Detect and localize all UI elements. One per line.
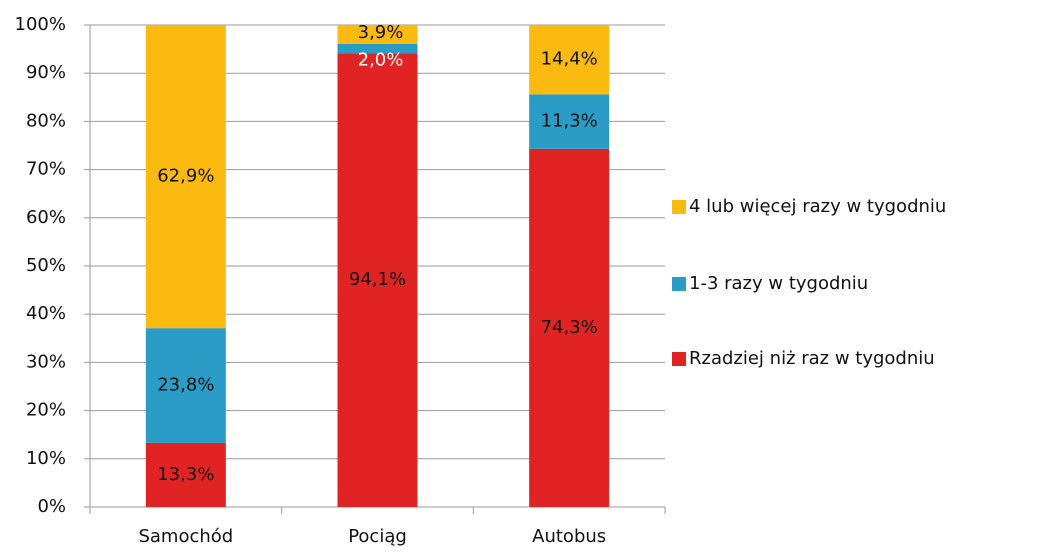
y-tick-label: 10% [26, 448, 66, 469]
y-tick-label: 40% [26, 303, 66, 324]
y-tick-label: 70% [26, 159, 66, 180]
legend-label: Rzadziej niż raz w tygodniu [689, 348, 935, 369]
y-tick-label: 0% [37, 496, 66, 517]
y-tick-label: 20% [26, 400, 66, 421]
legend-label: 1-3 razy w tygodniu [689, 273, 868, 294]
x-tick-label: Autobus [532, 526, 606, 547]
y-tick-label: 30% [26, 351, 66, 372]
bar-segment [337, 53, 418, 508]
bar-segment [337, 25, 418, 44]
y-tick-label: 90% [26, 62, 66, 83]
bar-segment [145, 328, 226, 443]
value-label: 23,8% [157, 375, 214, 396]
bar-segment [145, 25, 226, 329]
bar-segment [529, 148, 610, 507]
legend-marker [672, 200, 686, 214]
bar-segment [529, 94, 610, 149]
x-tick-label: Samochód [138, 526, 233, 547]
value-label: 3,9% [358, 22, 404, 43]
value-label: 13,3% [157, 464, 214, 485]
legend-label: 4 lub więcej razy w tygodniu [689, 196, 946, 217]
y-tick-label: 60% [26, 207, 66, 228]
y-tick-label: 100% [15, 14, 66, 35]
x-tick-label: Pociąg [348, 526, 407, 547]
legend-marker [672, 352, 686, 366]
value-label: 74,3% [541, 317, 598, 338]
y-tick-label: 80% [26, 110, 66, 131]
value-label: 14,4% [541, 49, 598, 70]
legend-marker [672, 277, 686, 291]
bar-segment [145, 442, 226, 507]
value-label: 62,9% [157, 166, 214, 187]
y-tick-label: 50% [26, 255, 66, 276]
value-label: 2,0% [358, 50, 404, 71]
value-label: 94,1% [349, 269, 406, 290]
bar-segment [337, 43, 418, 54]
bar-segment [529, 25, 610, 95]
value-label: 11,3% [541, 111, 598, 132]
